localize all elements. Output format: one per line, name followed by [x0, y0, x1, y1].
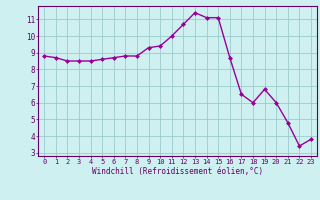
X-axis label: Windchill (Refroidissement éolien,°C): Windchill (Refroidissement éolien,°C) [92, 167, 263, 176]
